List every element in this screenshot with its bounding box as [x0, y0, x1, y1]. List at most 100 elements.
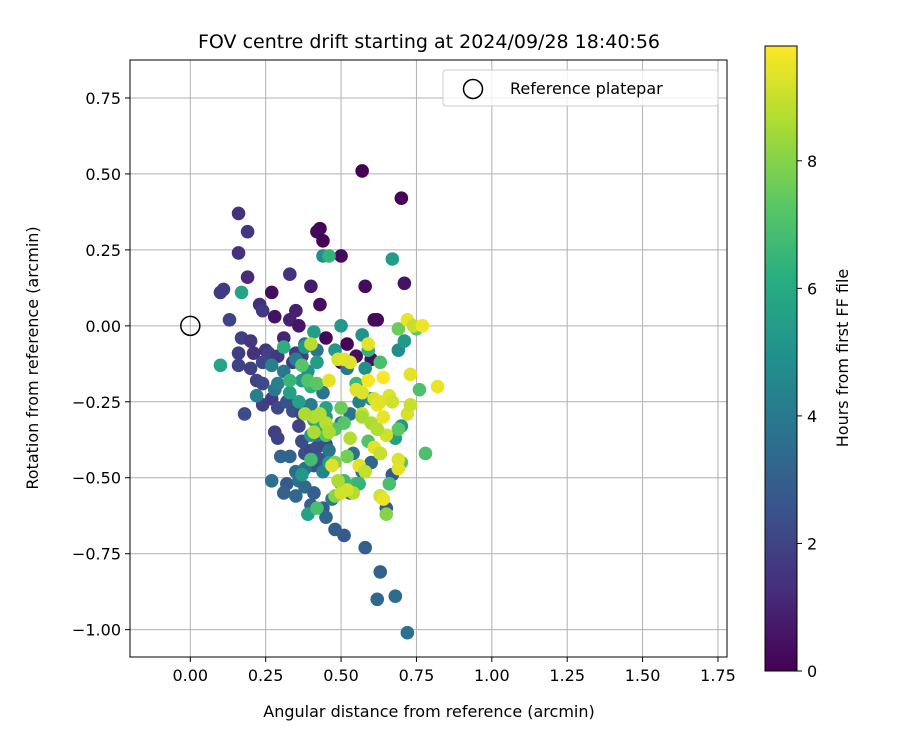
x-tick-label: 1.00 — [474, 666, 510, 685]
data-point — [358, 279, 372, 294]
data-point — [310, 355, 324, 370]
data-point — [255, 376, 270, 391]
data-point — [283, 267, 297, 281]
data-point — [376, 370, 391, 385]
data-point — [276, 340, 291, 354]
data-point — [237, 407, 252, 421]
y-tick-label: 0.25 — [85, 241, 121, 260]
data-point — [373, 565, 388, 579]
legend-box — [442, 69, 719, 107]
x-tick-label: 0.75 — [399, 666, 435, 685]
data-point — [334, 401, 348, 415]
y-tick-label: 0.00 — [85, 317, 121, 336]
data-point — [231, 346, 246, 360]
chart-title: FOV centre drift starting at 2024/09/28 … — [198, 31, 660, 53]
data-point — [264, 285, 279, 300]
data-point — [340, 483, 354, 497]
data-point — [313, 297, 327, 312]
plot-frame — [129, 59, 728, 658]
data-point — [373, 446, 388, 461]
data-point — [334, 319, 348, 333]
data-point — [322, 373, 336, 388]
x-axis-ticks: 0.00 0.25 0.50 0.75 1.00 1.25 1.50 1.75 — [172, 657, 736, 685]
data-point — [361, 337, 375, 351]
data-point — [234, 285, 249, 300]
data-point — [322, 249, 336, 263]
data-point — [403, 367, 418, 382]
data-point — [304, 452, 318, 467]
data-point — [391, 422, 406, 436]
x-tick-label: 1.75 — [700, 666, 736, 685]
data-point — [283, 385, 297, 400]
grid-lines — [130, 60, 727, 657]
data-point — [310, 376, 324, 391]
data-point — [222, 312, 237, 327]
data-point — [358, 464, 372, 479]
data-point — [394, 191, 409, 206]
data-point — [418, 446, 433, 461]
data-point — [370, 422, 385, 436]
y-axis-label: Rotation from reference (arcmin) — [23, 226, 42, 489]
data-point — [355, 385, 369, 400]
y-tick-label: −0.75 — [72, 545, 121, 564]
data-point — [322, 443, 336, 458]
data-point — [283, 373, 297, 388]
legend: Reference platepar — [442, 69, 719, 107]
x-tick-label: 0.25 — [248, 666, 284, 685]
data-point — [246, 346, 261, 360]
colorbar-tick-label: 8 — [807, 152, 817, 171]
data-point — [385, 394, 400, 409]
data-point — [391, 461, 406, 476]
data-point — [231, 206, 246, 221]
data-point — [249, 388, 264, 403]
data-point — [382, 477, 397, 491]
data-point — [325, 458, 339, 473]
data-point — [267, 309, 282, 324]
data-point — [430, 379, 445, 394]
data-point — [307, 425, 321, 439]
data-point — [376, 410, 391, 424]
data-point — [412, 382, 427, 397]
data-point — [319, 510, 333, 525]
data-point — [337, 528, 351, 543]
y-tick-label: 0.50 — [85, 165, 121, 184]
y-tick-label: −1.00 — [72, 621, 121, 640]
data-point — [343, 355, 357, 370]
data-point — [231, 358, 246, 373]
data-point — [388, 589, 403, 604]
data-point — [373, 355, 388, 370]
colorbar-label: Hours from first FF file — [833, 269, 852, 448]
data-point — [213, 358, 228, 373]
data-point — [243, 334, 258, 348]
data-point — [370, 592, 385, 607]
data-point — [391, 322, 406, 336]
data-point — [298, 407, 312, 421]
data-point — [376, 492, 391, 506]
data-point — [385, 252, 400, 266]
data-point — [276, 486, 291, 500]
data-point — [400, 625, 415, 640]
data-point — [397, 276, 412, 291]
data-point — [270, 431, 285, 446]
x-tick-label: 0.00 — [172, 666, 208, 685]
data-point — [289, 489, 303, 503]
data-point — [316, 233, 330, 248]
data-point — [295, 358, 309, 373]
colorbar-gradient — [764, 45, 798, 672]
data-point — [292, 419, 306, 433]
data-point — [370, 312, 385, 327]
data-point — [231, 246, 246, 260]
x-axis-label: Angular distance from reference (arcmin) — [263, 702, 594, 721]
x-tick-label: 0.50 — [323, 666, 359, 685]
x-tick-label: 1.25 — [549, 666, 585, 685]
data-point — [270, 376, 285, 391]
x-tick-label: 1.50 — [625, 666, 661, 685]
colorbar-ticks: 0 2 4 6 8 — [797, 152, 817, 681]
colorbar-tick-label: 2 — [807, 534, 817, 553]
data-point — [255, 303, 270, 318]
data-point — [240, 224, 255, 239]
data-point — [304, 337, 318, 351]
data-point — [358, 361, 372, 376]
data-point — [310, 501, 324, 515]
data-point — [337, 416, 351, 430]
